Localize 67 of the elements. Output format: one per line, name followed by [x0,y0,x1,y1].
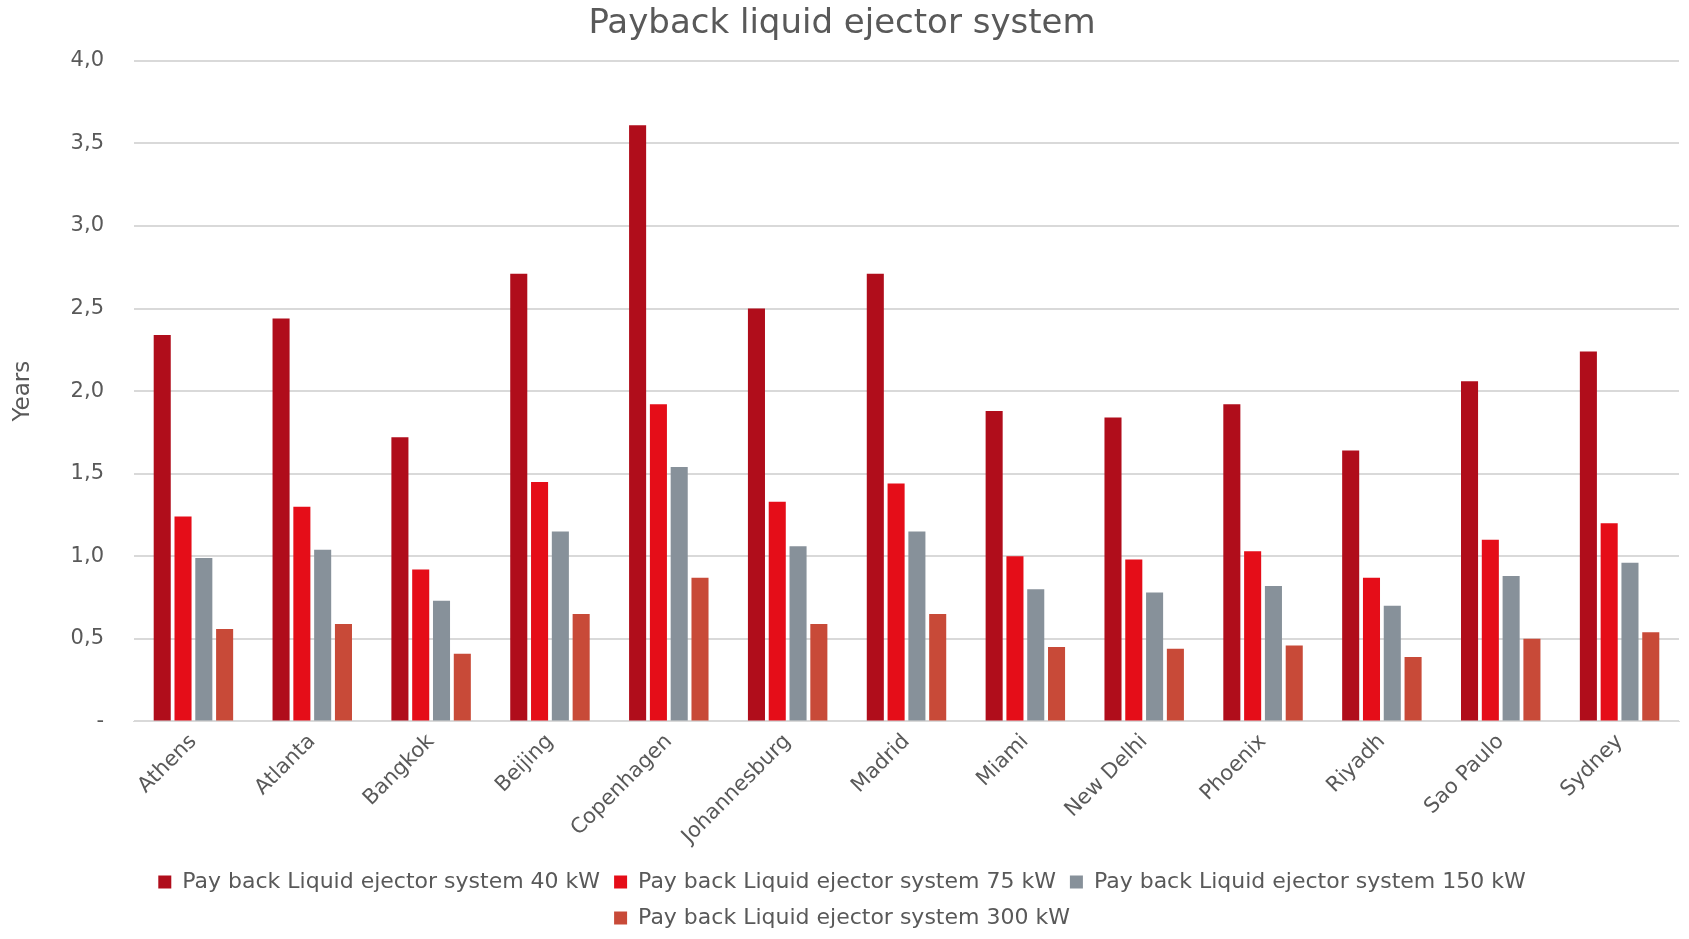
bar [670,467,688,721]
bar [1264,585,1282,721]
bar [1383,605,1401,721]
legend-label: Pay back Liquid ejector system 75 kW [638,867,1057,893]
bar [1285,645,1303,721]
y-tick-label: 1,0 [70,542,104,567]
bar [216,628,234,721]
legend-label: Pay back Liquid ejector system 40 kW [182,867,601,893]
bar [629,125,647,721]
y-tick-label: 4,0 [70,47,104,72]
y-tick-label: 3,0 [70,212,104,237]
y-axis-title: Years [7,360,34,423]
bar [531,481,549,721]
bar [174,516,192,721]
bar [789,546,807,721]
bar [649,404,667,721]
bar [908,531,926,721]
bar [1048,647,1066,721]
y-tick-label: 1,5 [70,460,104,485]
bar [432,600,451,721]
bar [551,531,569,721]
y-tick-label: 3,5 [70,129,104,154]
bar [1404,657,1422,721]
chart-title: Payback liquid ejector system [588,1,1096,42]
bar [768,501,786,721]
bar [195,557,213,721]
bar [1027,589,1045,721]
bar [866,273,884,721]
bar [453,653,471,721]
bar [391,437,409,721]
bar [747,308,765,721]
bar [1579,351,1597,721]
bar [929,614,947,721]
y-tick-label: 2,5 [70,294,104,319]
bar [1223,404,1241,721]
bar [1166,648,1184,721]
bar [1146,592,1164,721]
bar [510,273,528,721]
bar [691,577,709,721]
bar [1125,559,1143,721]
bar [1342,450,1360,721]
legend-label: Pay back Liquid ejector system 150 kW [1093,867,1526,893]
bar [153,334,171,721]
bar [1523,638,1541,721]
bar [1621,562,1639,721]
bar [1244,551,1262,721]
bar [572,614,590,721]
bar [314,549,332,721]
bar [1600,523,1618,721]
bar [887,483,905,721]
bar [1461,381,1479,721]
bar [1006,556,1024,721]
bar [1104,417,1122,721]
y-tick-label: - [96,707,104,732]
bar [810,623,828,721]
y-tick-label: 2,0 [70,377,104,402]
bar [1502,576,1520,721]
bar [1362,577,1381,721]
legend-label: Pay back Liquid ejector system 300 kW [638,903,1071,929]
bar [334,623,352,721]
bar [1642,632,1660,721]
bar [1481,539,1499,721]
bar [412,569,430,721]
y-tick-label: 0,5 [70,625,104,650]
bar [293,506,311,721]
bar [272,318,290,721]
bar [985,410,1003,721]
